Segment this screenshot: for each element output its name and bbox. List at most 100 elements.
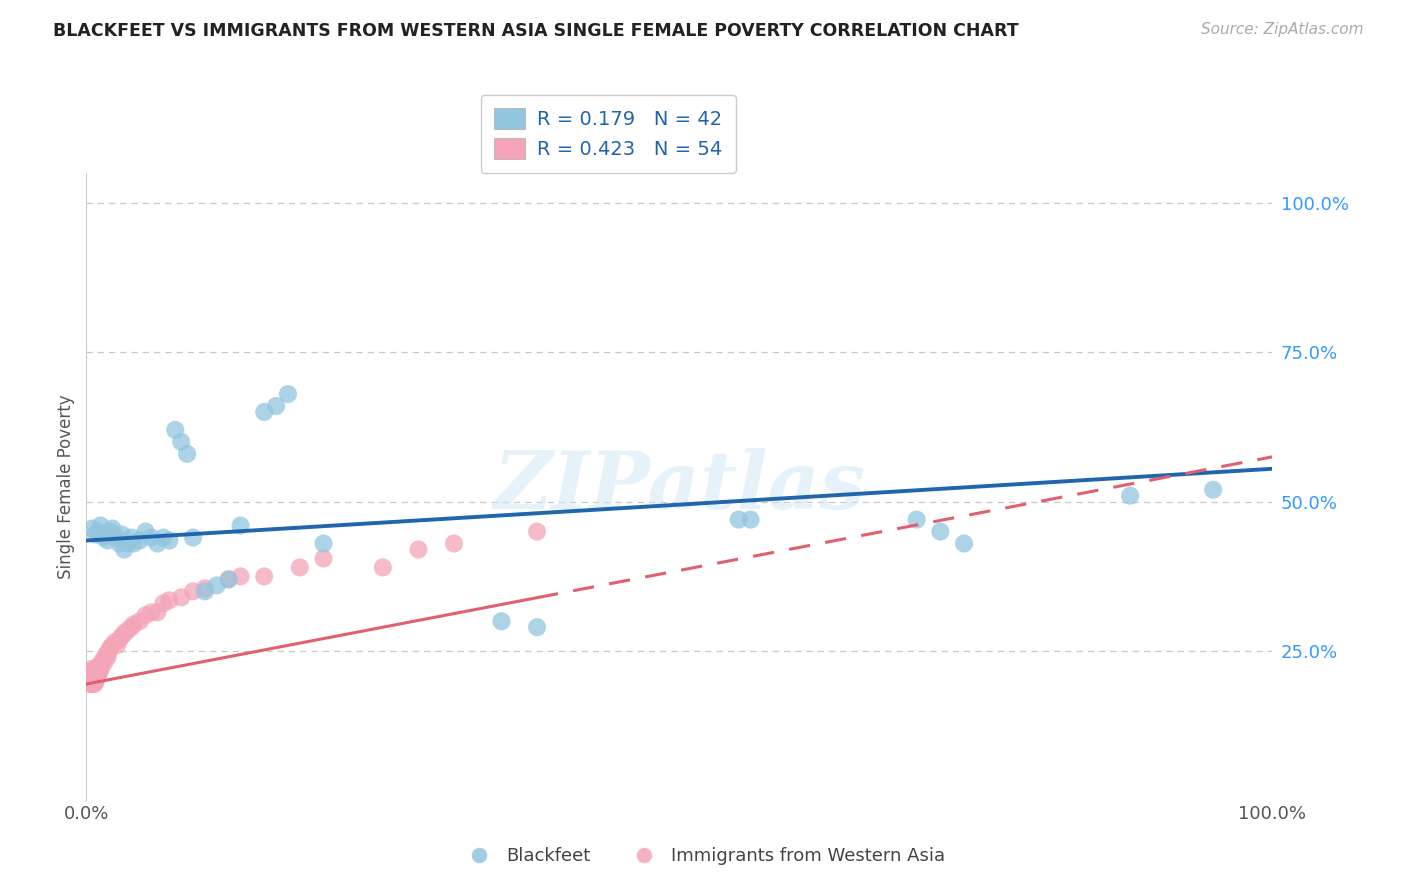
Point (165, 423, 187, 437)
Point (194, 582, 217, 596)
Point (205, 578, 228, 592)
Point (80, 673, 103, 688)
Point (111, 629, 134, 643)
Point (253, 405, 276, 419)
Point (82, 677, 104, 691)
Point (277, 387, 299, 401)
Text: ZIPatlas: ZIPatlas (494, 448, 866, 525)
Point (84, 665, 107, 679)
Point (79, 677, 101, 691)
Point (91, 653, 114, 667)
Point (105, 638, 128, 652)
Point (87, 524, 110, 539)
Point (181, 584, 204, 599)
Point (122, 617, 145, 632)
Point (218, 573, 240, 587)
Point (218, 573, 240, 587)
Point (727, 513, 749, 527)
Point (135, 524, 157, 539)
Point (157, 533, 180, 548)
Point (264, 399, 287, 413)
Y-axis label: Single Female Poverty: Single Female Poverty (58, 394, 75, 579)
Point (141, 605, 163, 619)
Point (181, 531, 204, 545)
Point (98, 524, 121, 539)
Point (90, 656, 112, 670)
Point (141, 531, 163, 545)
Point (157, 593, 180, 607)
Point (101, 638, 124, 652)
Point (905, 513, 928, 527)
Point (89, 662, 111, 676)
Point (79, 665, 101, 679)
Point (94, 650, 117, 665)
Point (120, 620, 142, 634)
Point (111, 527, 134, 541)
Point (371, 560, 394, 574)
Point (229, 518, 252, 533)
Point (953, 536, 976, 550)
Point (84, 673, 107, 688)
Point (80, 662, 103, 676)
Point (96, 647, 118, 661)
Point (82, 668, 104, 682)
Point (312, 551, 335, 566)
Point (108, 632, 131, 647)
Point (170, 591, 193, 605)
Point (104, 635, 127, 649)
Point (122, 536, 145, 550)
Legend: R = 0.179   N = 42, R = 0.423   N = 54: R = 0.179 N = 42, R = 0.423 N = 54 (481, 95, 735, 173)
Point (491, 614, 513, 628)
Point (152, 531, 174, 545)
Point (82, 665, 104, 679)
Point (86, 662, 108, 676)
Point (1119, 489, 1142, 503)
Point (170, 434, 193, 449)
Point (89, 518, 111, 533)
Point (408, 542, 430, 557)
Point (152, 596, 174, 610)
Legend: Blackfeet, Immigrants from Western Asia: Blackfeet, Immigrants from Western Asia (453, 840, 953, 872)
Point (84, 527, 107, 541)
Point (929, 524, 952, 539)
Point (176, 447, 198, 461)
Point (98, 641, 121, 656)
Point (135, 608, 157, 623)
Point (86, 671, 108, 685)
Point (83, 671, 105, 685)
Point (112, 626, 135, 640)
Point (146, 605, 169, 619)
Point (93, 531, 115, 545)
Point (108, 536, 131, 550)
Text: BLACKFEET VS IMMIGRANTS FROM WESTERN ASIA SINGLE FEMALE POVERTY CORRELATION CHAR: BLACKFEET VS IMMIGRANTS FROM WESTERN ASI… (53, 22, 1019, 40)
Point (104, 531, 127, 545)
Point (112, 542, 135, 557)
Point (1202, 483, 1225, 497)
Point (194, 584, 217, 599)
Point (526, 620, 548, 634)
Point (229, 569, 252, 583)
Point (120, 531, 142, 545)
Point (77, 668, 100, 682)
Point (288, 560, 311, 574)
Point (87, 668, 110, 682)
Point (97, 650, 120, 665)
Point (117, 624, 139, 638)
Point (83, 677, 105, 691)
Point (117, 536, 139, 550)
Point (93, 656, 115, 670)
Text: Source: ZipAtlas.com: Source: ZipAtlas.com (1201, 22, 1364, 37)
Point (740, 513, 762, 527)
Point (87, 659, 110, 673)
Point (82, 522, 104, 536)
Point (89, 665, 111, 679)
Point (128, 614, 150, 628)
Point (312, 536, 335, 550)
Point (146, 536, 169, 550)
Point (128, 533, 150, 548)
Point (82, 673, 104, 688)
Point (443, 536, 465, 550)
Point (97, 533, 120, 548)
Point (253, 569, 276, 583)
Point (101, 522, 124, 536)
